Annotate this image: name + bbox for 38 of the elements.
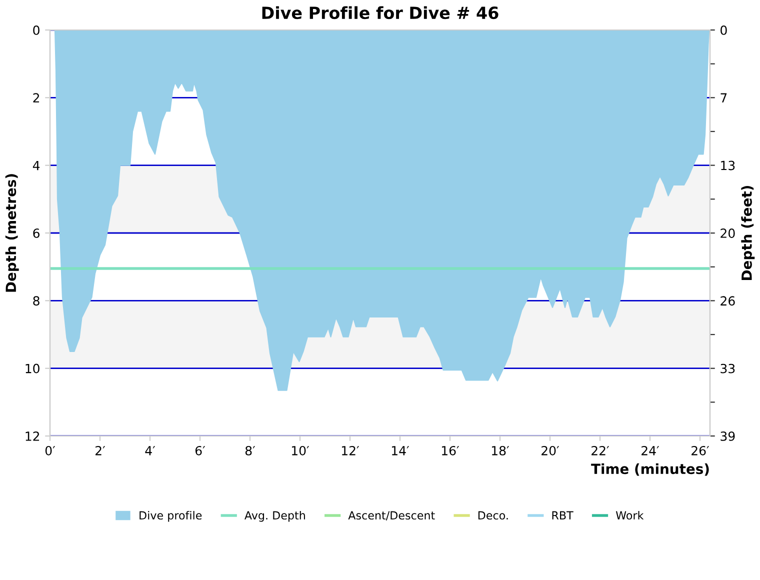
- x-tick-label: 6′: [195, 446, 206, 456]
- y2-tick-label: 39: [720, 431, 735, 441]
- x-tick-label: 16′: [442, 446, 460, 456]
- y-tick-label: 2: [33, 93, 40, 102]
- chart-title: Dive Profile for Dive # 46: [262, 6, 498, 20]
- x-tick-label: 2′: [96, 446, 106, 456]
- y2-tick-label: 13: [721, 160, 735, 170]
- y-tick-label: 12: [26, 431, 40, 441]
- y2-axis-title: Depth (feet): [741, 186, 755, 280]
- legend-label: RBT: [552, 511, 574, 520]
- y2-tick-label: 33: [720, 364, 735, 374]
- x-tick-label: 22′: [592, 446, 610, 456]
- y-tick-label: 8: [33, 296, 40, 306]
- y-axis-title: Depth (metres): [5, 174, 19, 292]
- legend-label: Dive profile: [140, 510, 202, 522]
- x-tick-label: 26′: [692, 446, 710, 456]
- y-tick-label: 6: [33, 228, 40, 238]
- y2-tick-label: 20: [720, 228, 735, 238]
- legend-label: Avg. Depth: [244, 510, 305, 522]
- x-tick-label: 4′: [145, 446, 156, 456]
- legend-label: Work: [616, 510, 644, 520]
- x-tick-label: 8′: [245, 446, 256, 456]
- x-tick-label: 18′: [492, 446, 510, 456]
- legend-label: Deco.: [478, 511, 508, 520]
- y2-tick-label: 7: [720, 93, 727, 102]
- x-tick-label: 24′: [642, 446, 660, 456]
- y-tick-label: 0: [33, 25, 40, 35]
- y2-tick-label: 26: [720, 296, 735, 306]
- legend-label: Ascent/Descent: [348, 511, 435, 520]
- x-tick-label: 10′: [292, 446, 310, 456]
- x-axis-title: Time (minutes): [591, 463, 709, 476]
- x-tick-label: 20′: [542, 446, 560, 456]
- y2-tick-label: 0: [720, 25, 727, 35]
- y-tick-label: 4: [32, 160, 40, 170]
- x-tick-label: 14′: [392, 446, 410, 456]
- x-tick-label: 0′: [45, 446, 56, 456]
- y-tick-label: 10: [26, 364, 40, 374]
- x-tick-label: 12′: [342, 446, 360, 456]
